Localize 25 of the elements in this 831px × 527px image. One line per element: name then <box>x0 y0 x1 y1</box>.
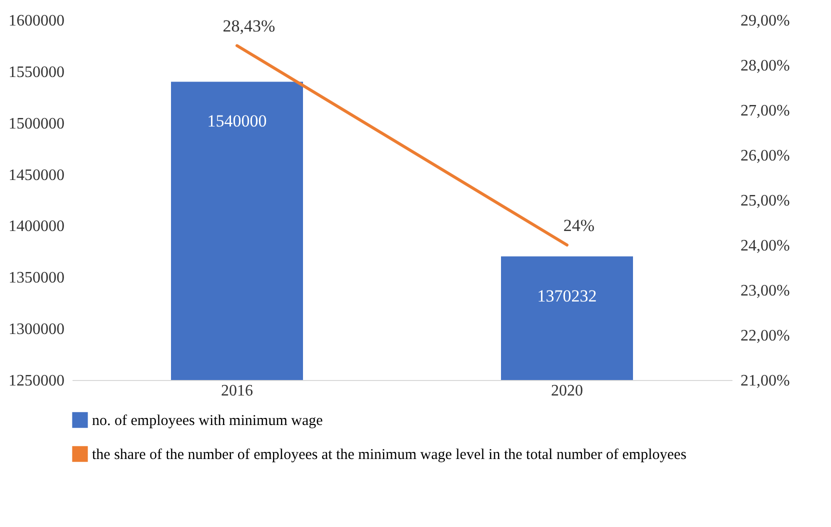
y2-tick-label: 27,00% <box>740 102 790 120</box>
y2-tick-label: 25,00% <box>740 192 790 210</box>
y2-tick-label: 26,00% <box>740 148 790 164</box>
y2-tick-label: 24,00% <box>740 238 790 254</box>
y-tick-label: 1250000 <box>8 372 64 390</box>
y-tick-label: 1600000 <box>8 12 64 30</box>
data-label: 28,43% <box>222 16 276 36</box>
data-label: 24% <box>563 216 595 235</box>
y-tick-label: 1350000 <box>8 270 64 287</box>
y2-tick-label: 23,00% <box>740 282 790 300</box>
y-tick-label: 1300000 <box>8 321 64 338</box>
y-tick-label: 1400000 <box>8 218 64 236</box>
y-tick-label: 1550000 <box>8 64 64 81</box>
data-label: 1540000 <box>207 112 267 131</box>
legend-label: no. of employees with minimum wage <box>92 413 324 429</box>
data-label: 1370232 <box>537 286 597 306</box>
legend-label: the share of the number of employees at the minimum wage level in the total number of employees <box>92 447 687 463</box>
y-tick-label: 1500000 <box>8 115 64 132</box>
x-tick-label: 2020 <box>551 382 583 400</box>
y2-tick-label: 22,00% <box>740 328 790 344</box>
y2-tick-label: 21,00% <box>740 372 790 390</box>
y-tick-label: 1450000 <box>8 166 64 184</box>
y2-tick-label: 28,00% <box>740 58 790 74</box>
x-tick-label: 2016 <box>221 382 253 400</box>
y2-tick-label: 29,00% <box>740 12 790 30</box>
